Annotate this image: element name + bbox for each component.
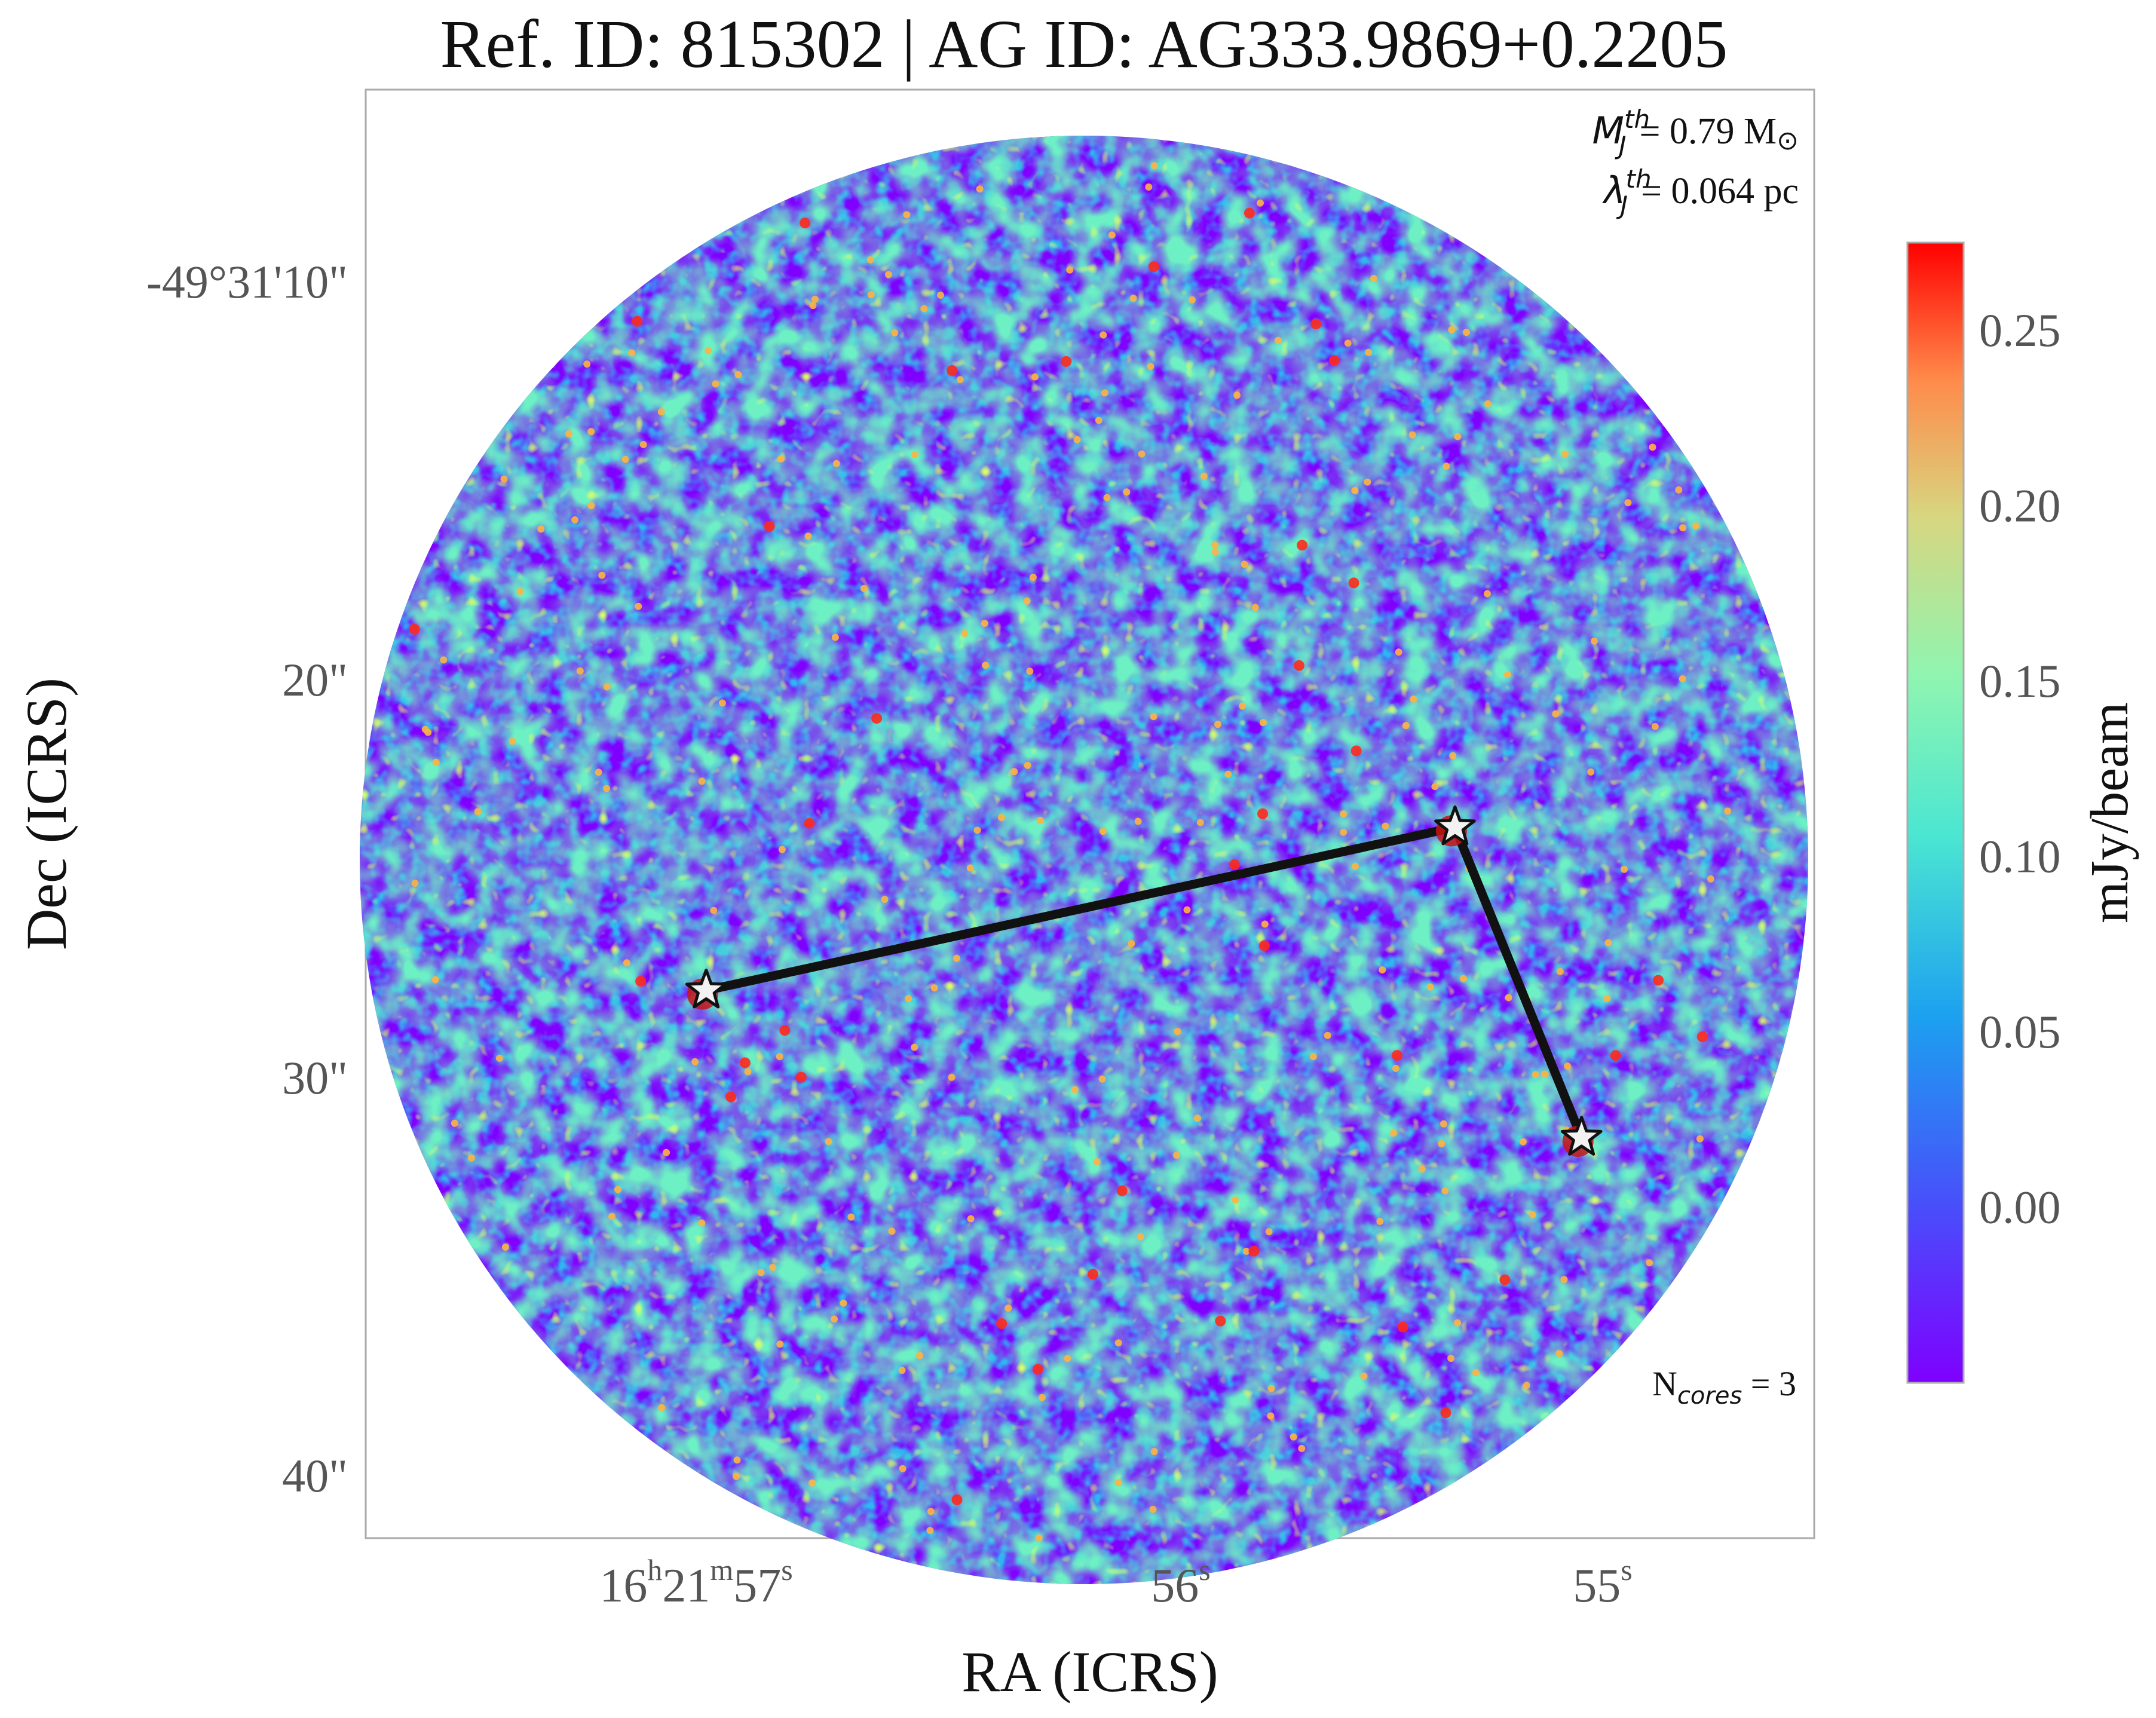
jeans-length-text: λth J = 0.064 pc	[1602, 164, 1799, 220]
chart-title: Ref. ID: 815302 | AG ID: AG333.9869+0.22…	[440, 6, 1728, 82]
ncores-label: Ncores = 3	[1652, 1364, 1796, 1410]
colorbar-tick-label: 0.10	[1979, 830, 2061, 882]
colorbar: 0.00 0.05 0.10 0.15 0.20 0.25 mJy/beam	[1906, 241, 2139, 1384]
y-tick-label: 30"	[282, 1052, 348, 1104]
core-connection	[1450, 822, 1587, 1143]
y-tick-label: 20"	[282, 654, 348, 706]
jeans-annotation: Mth J = 0.79 M⊙ λth J = 0.064 pc	[1592, 105, 1799, 220]
x-tick-label: 56s	[1151, 1553, 1210, 1612]
colorbar-tick-label: 0.15	[1979, 655, 2061, 707]
y-axis-label: Dec (ICRS)	[14, 678, 78, 950]
colorbar-label: mJy/beam	[2080, 702, 2139, 923]
core-star-marker	[1434, 805, 1476, 846]
y-tick-label: 40"	[282, 1450, 348, 1502]
jeans-mass-text: Mth J = 0.79 M⊙	[1592, 105, 1799, 160]
colorbar-tick-label: 0.25	[1979, 304, 2061, 356]
core-star-marker	[685, 969, 727, 1009]
colorbar-tick-label: 0.20	[1979, 479, 2061, 531]
colorbar-gradient	[1906, 241, 1965, 1384]
core-connection	[702, 822, 1460, 995]
x-tick-label: 16h21m57s	[599, 1553, 792, 1612]
colorbar-tick-label: 0.05	[1979, 1006, 2061, 1058]
y-tick-label: -49°31'10"	[146, 256, 348, 308]
colorbar-tick-label: 0.00	[1979, 1181, 2061, 1233]
core-star-marker	[1560, 1116, 1603, 1156]
y-ticks: -49°31'10" 20" 30" 40"	[146, 256, 348, 1502]
x-ticks: 16h21m57s 56s 55s	[599, 1553, 1632, 1612]
core-network	[685, 805, 1603, 1157]
x-axis-label: RA (ICRS)	[961, 1640, 1218, 1704]
colorbar-ticks: 0.00 0.05 0.10 0.15 0.20 0.25	[1979, 304, 2061, 1233]
x-tick-label: 55s	[1573, 1553, 1632, 1612]
intensity-map	[360, 136, 1808, 1584]
